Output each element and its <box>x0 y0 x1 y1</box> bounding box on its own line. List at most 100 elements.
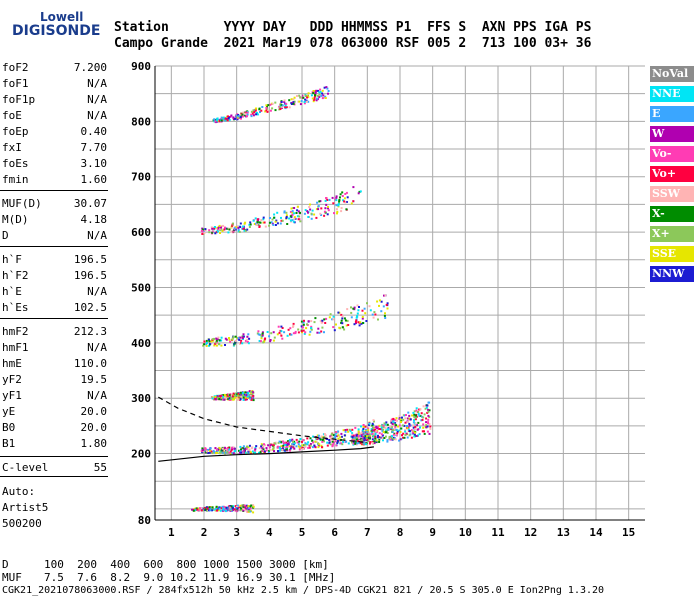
trace-point <box>296 205 299 208</box>
trace-point <box>406 417 409 420</box>
trace-point <box>320 207 323 210</box>
trace-point <box>264 337 267 340</box>
trace-point <box>208 340 211 343</box>
trace-point <box>423 430 425 433</box>
trace-point <box>320 214 323 216</box>
legend-item: Vo+ <box>650 166 694 182</box>
trace-point <box>333 436 336 439</box>
trace-point <box>242 227 245 230</box>
trace-point <box>228 397 231 400</box>
param-name: h`F <box>2 253 22 266</box>
trace-point <box>248 444 251 447</box>
trace-point <box>283 101 286 103</box>
trace-point <box>242 396 245 399</box>
trace-point <box>259 340 262 343</box>
trace-point <box>427 410 430 413</box>
trace-point <box>412 426 415 429</box>
trace-point <box>416 428 419 431</box>
trace-point <box>300 100 303 103</box>
trace-point <box>272 447 275 450</box>
trace-point <box>197 507 200 510</box>
trace-point <box>215 231 218 233</box>
trace-point <box>386 439 389 442</box>
param-name: h`E <box>2 285 22 298</box>
trace-point <box>239 116 242 119</box>
trace-point <box>233 509 236 512</box>
trace-point <box>424 407 427 410</box>
trace-point <box>341 443 344 446</box>
trace-point <box>312 435 315 438</box>
trace-point <box>357 441 360 444</box>
trace-point <box>413 433 416 436</box>
x-tick-label: 1 <box>168 526 175 539</box>
trace-point <box>268 224 271 227</box>
trace-point <box>292 220 295 223</box>
trace-point <box>418 433 421 436</box>
trace-point <box>291 219 294 222</box>
trace-point <box>277 325 280 328</box>
trace-point <box>346 196 349 199</box>
trace-point <box>243 391 246 394</box>
trace-point <box>267 109 270 112</box>
trace-point <box>317 89 319 92</box>
trace-point <box>248 223 251 226</box>
trace-point <box>231 448 234 450</box>
trace-point <box>240 451 243 454</box>
trace-point <box>382 428 385 431</box>
trace-point <box>289 215 292 218</box>
trace-point <box>312 100 315 103</box>
trace-point <box>383 437 386 439</box>
trace-point <box>263 450 266 453</box>
trace-point <box>356 315 358 318</box>
trace-point <box>358 432 361 435</box>
trace-point <box>359 190 362 193</box>
param-name: foE <box>2 109 22 122</box>
trace-point <box>233 508 236 511</box>
trace-point <box>244 508 247 511</box>
trace-point <box>208 449 211 452</box>
trace-point <box>356 312 359 315</box>
trace-point <box>305 327 308 330</box>
trace-point <box>200 507 203 510</box>
trace-point <box>380 300 383 303</box>
trace-point <box>307 100 310 103</box>
trace-point <box>382 439 384 442</box>
trace-point <box>376 436 379 439</box>
trace-point <box>349 430 352 433</box>
trace-point <box>390 421 393 424</box>
param-value: 20.0 <box>80 405 108 418</box>
trace-point <box>208 451 211 454</box>
trace-point <box>232 222 234 225</box>
trace-point <box>307 211 309 214</box>
trace-point <box>306 96 309 99</box>
trace-point <box>227 509 230 512</box>
trace-point <box>394 426 397 428</box>
trace-point <box>236 505 238 508</box>
trace-point <box>394 438 397 441</box>
trace-point <box>218 224 221 227</box>
trace-point <box>252 109 255 112</box>
trace-point <box>373 440 376 443</box>
trace-point <box>314 317 317 320</box>
trace-point <box>324 199 327 202</box>
trace-point <box>367 427 370 430</box>
trace-point <box>243 508 246 510</box>
trace-point <box>236 225 239 228</box>
trace-point <box>220 396 223 399</box>
trace-point <box>378 436 381 439</box>
trace-point <box>228 118 231 121</box>
trace-point <box>392 421 395 424</box>
trace-point <box>248 396 251 399</box>
trace-point <box>247 508 250 511</box>
legend-item: NNW <box>650 266 694 282</box>
trace-point <box>280 445 283 448</box>
trace-point <box>365 430 368 433</box>
trace-point <box>332 439 335 442</box>
trace-point <box>211 397 214 400</box>
trace-point <box>234 339 237 342</box>
trace-point <box>292 440 294 443</box>
trace-point <box>357 435 360 438</box>
trace-point <box>309 203 311 206</box>
trace-point <box>338 198 341 201</box>
trace-point <box>273 442 276 445</box>
